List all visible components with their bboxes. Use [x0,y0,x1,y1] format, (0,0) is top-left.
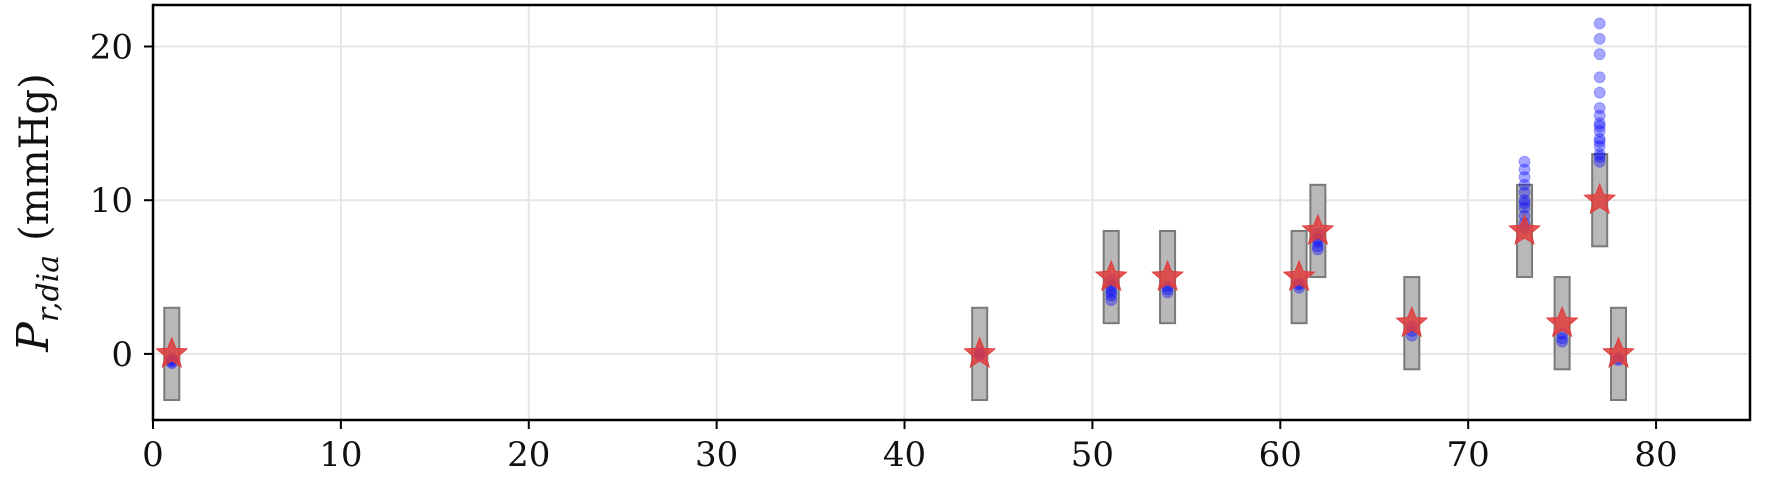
measurement-point [1593,32,1606,45]
measurement-point [1593,155,1606,168]
measurement-point [1518,155,1531,168]
measurement-point [1593,140,1606,153]
y-tick-label: 10 [90,181,133,221]
measurement-point [1105,294,1118,307]
measurement-point [1593,17,1606,30]
measurement-point [1311,240,1324,253]
x-tick-label: 40 [883,435,926,475]
target-range-boxes [163,153,1627,402]
target-star [1301,213,1335,245]
measurement-point [1518,186,1531,199]
measurement-point [1593,48,1606,61]
grid [152,5,1750,420]
x-tick-label: 60 [1259,435,1302,475]
plot-frame [151,3,1752,422]
measurement-point [1556,335,1569,348]
y-axis-label-subscript: r,dia [31,255,66,322]
x-axis-ticks: 0 10 20 30 40 50 60 70 80 [142,420,1678,475]
target-star [1094,259,1128,292]
y-tick-label: 0 [111,335,133,375]
measurement-point [1593,86,1606,99]
target-star [1508,213,1542,245]
x-tick-label: 0 [142,435,164,475]
measurement-point [1518,194,1531,207]
measurement-point [1593,125,1606,138]
target-star [1282,259,1316,292]
measurement-point [1105,289,1118,302]
measurement-point [1518,163,1531,176]
measurement-point [1593,148,1606,161]
measurement-point [1593,132,1606,145]
measurement-point [1105,286,1118,299]
measurement-point [1161,286,1174,299]
x-tick-label: 10 [319,435,362,475]
target-star [1395,305,1429,338]
target-star [1151,259,1185,292]
measurement-point [1593,117,1606,130]
y-axis-label-symbol: P [8,321,59,353]
measurement-point [1518,178,1531,191]
y-axis-ticks: 0 10 20 [90,28,153,375]
target-star [1601,336,1635,368]
x-tick-label: 30 [695,435,738,475]
measurement-point [1593,71,1606,84]
y-tick-label: 20 [90,28,133,68]
measurement-point [1593,151,1606,164]
x-tick-label: 80 [1634,435,1677,475]
measurement-point [1311,243,1324,256]
target-stars [155,182,1635,368]
target-star [963,336,997,368]
x-tick-label: 70 [1447,435,1490,475]
measurement-point [1593,101,1606,114]
y-axis-label: Pr,dia (mmHg) [8,73,66,352]
measurement-point [1556,332,1569,345]
measurement-point [1518,171,1531,184]
x-tick-label: 20 [507,435,550,475]
x-tick-label: 50 [1071,435,1114,475]
measurement-point [1593,120,1606,133]
target-star [155,336,189,368]
measurement-point [1518,197,1531,210]
y-axis-label-unit: (mmHg) [12,73,58,241]
measurement-point [1593,135,1606,148]
measurement-point [1518,201,1531,214]
target-star [1545,305,1579,338]
target-star [1583,182,1617,215]
measurement-point [1593,109,1606,122]
